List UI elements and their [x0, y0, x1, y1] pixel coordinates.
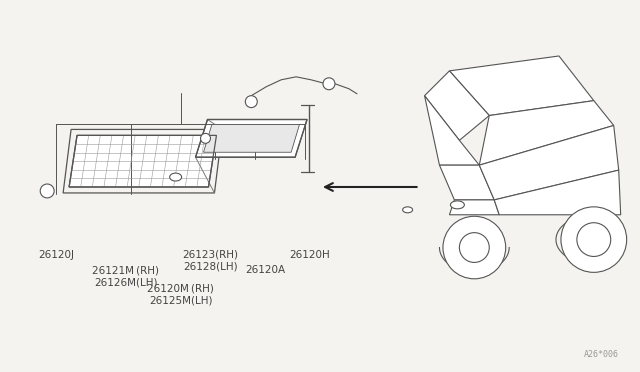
Ellipse shape: [403, 207, 413, 213]
Polygon shape: [479, 101, 614, 165]
Text: 26121M (RH): 26121M (RH): [92, 265, 159, 275]
Text: 26120H: 26120H: [290, 250, 330, 260]
Circle shape: [577, 223, 611, 256]
Circle shape: [561, 207, 627, 272]
Text: 26125M(LH): 26125M(LH): [149, 295, 212, 305]
Polygon shape: [449, 200, 499, 215]
Circle shape: [443, 216, 506, 279]
Text: A26*006: A26*006: [584, 350, 619, 359]
Polygon shape: [204, 125, 300, 152]
Circle shape: [200, 134, 211, 143]
Text: 26123(RH): 26123(RH): [182, 250, 239, 260]
Circle shape: [245, 96, 257, 108]
Circle shape: [460, 232, 489, 262]
Polygon shape: [440, 165, 494, 200]
Text: 26120M (RH): 26120M (RH): [147, 283, 214, 293]
Text: 26120A: 26120A: [245, 265, 285, 275]
Polygon shape: [196, 119, 307, 157]
Polygon shape: [69, 135, 216, 187]
Text: 26120J: 26120J: [38, 250, 74, 260]
Text: 26128(LH): 26128(LH): [183, 262, 238, 272]
Polygon shape: [449, 56, 594, 116]
Ellipse shape: [451, 201, 465, 209]
Circle shape: [323, 78, 335, 90]
Text: 26126M(LH): 26126M(LH): [94, 277, 157, 287]
Circle shape: [40, 184, 54, 198]
Polygon shape: [494, 170, 621, 215]
Polygon shape: [479, 125, 619, 200]
Polygon shape: [424, 71, 489, 140]
Polygon shape: [424, 96, 479, 165]
Ellipse shape: [170, 173, 182, 181]
